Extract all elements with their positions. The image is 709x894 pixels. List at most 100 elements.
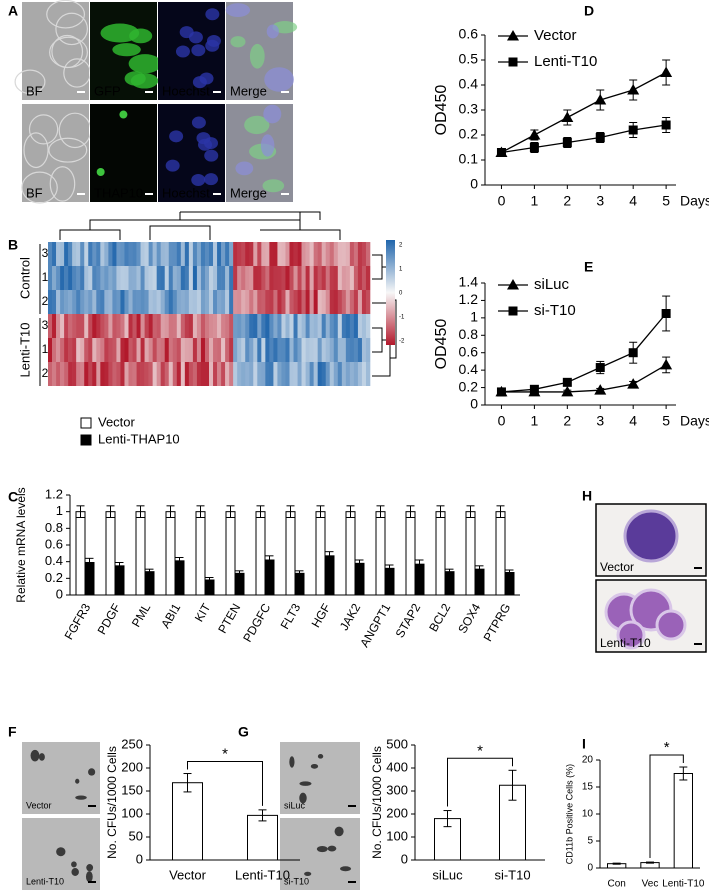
- micrograph: Vector: [22, 742, 100, 814]
- heatmap-cell: [365, 314, 371, 338]
- micrograph: Lenti-T10: [22, 818, 100, 890]
- heatmap-cell: [289, 290, 294, 314]
- heatmap-cell: [176, 338, 182, 362]
- heatmap-cell: [241, 314, 246, 338]
- legend-label: Lenti-T10: [534, 53, 597, 70]
- heatmap-cell: [325, 362, 331, 386]
- heatmap-cell: [100, 290, 105, 314]
- heatmap-cell: [313, 242, 318, 266]
- image-feature: [317, 754, 324, 759]
- image-feature: [49, 166, 76, 202]
- heatmap-cell: [80, 266, 85, 290]
- heatmap-cell: [136, 266, 141, 290]
- heatmap-cell: [301, 290, 306, 314]
- heatmap-cell: [265, 242, 270, 266]
- marker: [660, 358, 673, 370]
- bar: [225, 511, 236, 596]
- heatmap-cell: [120, 266, 125, 290]
- micrograph: Hoechst: [158, 2, 225, 100]
- heatmap-cell: [301, 242, 306, 266]
- heatmap-cell: [180, 314, 186, 338]
- x-axis-label: Days: [680, 193, 709, 209]
- heatmap-cell: [56, 362, 61, 386]
- heatmap-cell: [52, 362, 57, 386]
- significance-bracket: [649, 754, 684, 859]
- y-tick-label: 0.4: [45, 553, 63, 568]
- heatmap-cell: [164, 242, 170, 266]
- heatmap-cell: [116, 266, 121, 290]
- heatmap-cell: [257, 266, 262, 290]
- heatmap-cell: [289, 242, 294, 266]
- series-line: [501, 124, 667, 154]
- heatmap-cell: [361, 362, 367, 386]
- colorbar-tick-label: 2: [399, 243, 403, 249]
- heatmap-cell: [176, 362, 182, 386]
- heatmap-cell: [289, 266, 294, 290]
- colorbar-tick-label: -2: [399, 339, 405, 345]
- heatmap-cell: [237, 242, 242, 266]
- heatmap-cell: [140, 338, 145, 362]
- x-tick-label: PML: [129, 601, 154, 630]
- heatmap-cell: [164, 266, 170, 290]
- heatmap-cell: [176, 290, 182, 314]
- heatmap-cell: [249, 290, 254, 314]
- x-tick-label: si-T10: [494, 867, 530, 882]
- heatmap-cell: [96, 362, 101, 386]
- heatmap-cell: [213, 314, 218, 338]
- heatmap-cell: [285, 338, 290, 362]
- heatmap-cell: [124, 314, 129, 338]
- heatmap-cell: [196, 314, 202, 338]
- micrograph: Vector: [595, 503, 707, 577]
- heatmap-cell: [80, 290, 85, 314]
- heatmap-cell: [96, 266, 101, 290]
- x-tick-label: KIT: [192, 601, 214, 625]
- heatmap-cell: [321, 242, 327, 266]
- heatmap-cell: [100, 242, 105, 266]
- heatmap-cell: [148, 314, 153, 338]
- marker: [627, 378, 640, 389]
- marker: [595, 133, 605, 142]
- marker: [562, 138, 572, 147]
- heatmap-cell: [357, 314, 363, 338]
- heatmap-cell: [140, 290, 145, 314]
- marker: [628, 348, 638, 358]
- heatmap-cell: [349, 290, 355, 314]
- heatmap-cell: [329, 314, 335, 338]
- heatmap-cell: [68, 242, 73, 266]
- y-tick-label: 500: [386, 736, 408, 751]
- heatmap-cell: [281, 290, 286, 314]
- heatmap-cell: [293, 338, 298, 362]
- bar: [84, 562, 95, 596]
- y-tick-label: 0.5: [459, 51, 479, 67]
- image-feature: [299, 792, 307, 804]
- heatmap-cell: [345, 266, 351, 290]
- heatmap-cell: [92, 338, 97, 362]
- heatmap-cell: [60, 314, 65, 338]
- heatmap-cell: [321, 290, 327, 314]
- colorbar-tick-label: 0: [399, 291, 403, 297]
- heatmap-cell: [184, 362, 190, 386]
- bar: [435, 511, 446, 596]
- y-tick-label: 0.6: [459, 26, 479, 42]
- bar: [324, 555, 335, 596]
- heatmap-cell: [168, 242, 174, 266]
- heatmap-cell: [333, 266, 339, 290]
- legend-label: Vector: [98, 414, 136, 429]
- heatmap-cell: [56, 290, 61, 314]
- group-label: Control: [17, 257, 32, 299]
- image-feature: [230, 36, 246, 48]
- image-feature: [266, 24, 279, 39]
- x-tick-label: 1: [530, 193, 538, 209]
- heatmap-cell: [337, 290, 343, 314]
- heatmap-cell: [168, 314, 174, 338]
- heatmap-cell: [164, 290, 170, 314]
- heatmap-cell: [184, 314, 190, 338]
- heatmap-cell: [192, 266, 198, 290]
- heatmap-cell: [301, 338, 306, 362]
- heatmap-cell: [192, 242, 198, 266]
- heatmap-cell: [72, 266, 77, 290]
- heatmap-cell: [108, 266, 113, 290]
- panel-letter: F: [8, 724, 17, 740]
- bar: [172, 782, 203, 861]
